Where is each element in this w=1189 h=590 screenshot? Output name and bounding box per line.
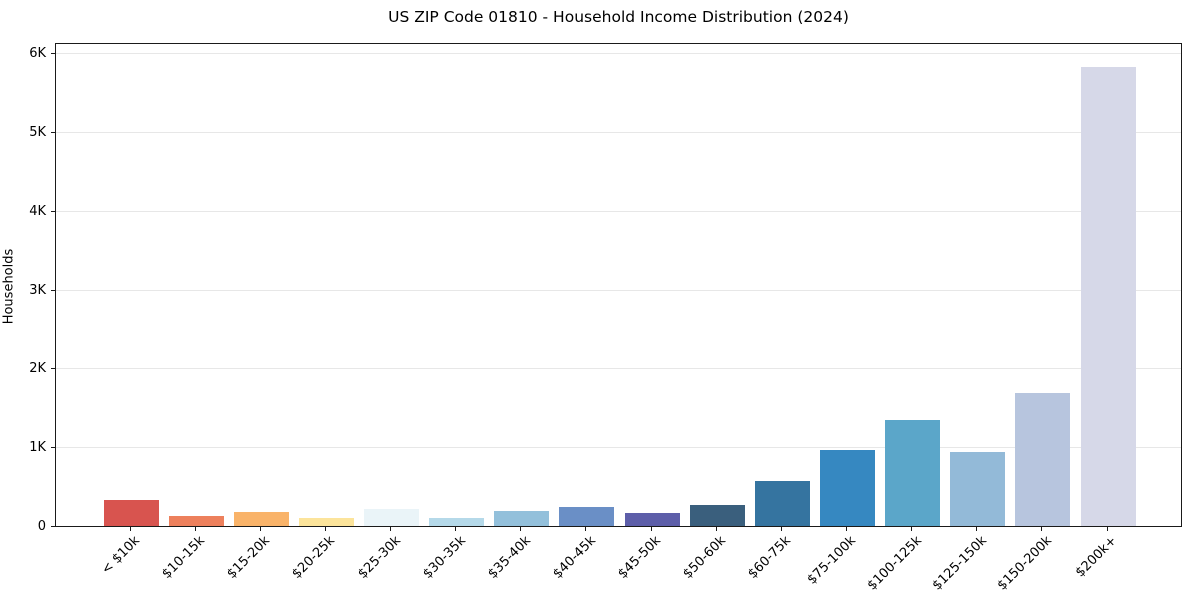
y-tick-mark (51, 447, 55, 449)
bar-1 (103, 499, 159, 526)
bar-11 (754, 481, 810, 526)
gridline (56, 368, 1181, 370)
gridline (56, 53, 1181, 55)
x-tick-mark (129, 527, 131, 531)
plot-area (55, 43, 1182, 527)
x-tick-mark (715, 527, 717, 531)
y-tick-mark (51, 289, 55, 291)
y-tick-label: 1K (29, 440, 46, 456)
y-tick-mark (51, 53, 55, 55)
y-tick-mark (51, 526, 55, 527)
bar-12 (819, 449, 875, 526)
x-tick-mark (976, 527, 978, 531)
y-tick-label: 6K (29, 46, 46, 62)
x-tick-mark (259, 527, 261, 531)
x-tick-mark (455, 527, 457, 531)
bar-5 (364, 508, 420, 526)
bar-8 (559, 507, 615, 526)
x-tick-mark (650, 527, 652, 531)
bar-13 (885, 420, 941, 526)
y-tick-label: 2K (29, 361, 46, 377)
y-tick-mark (51, 368, 55, 370)
bar-2 (168, 515, 224, 526)
y-tick-mark (51, 210, 55, 212)
x-tick-mark (1041, 527, 1043, 531)
gridline (56, 131, 1181, 133)
bar-16 (1080, 67, 1136, 526)
bar-10 (689, 505, 745, 526)
y-tick-label: 0 (37, 519, 46, 534)
x-tick-mark (520, 527, 522, 531)
x-tick-mark (911, 527, 913, 531)
bar-3 (233, 511, 289, 526)
gridline (56, 447, 1181, 449)
bar-6 (429, 518, 485, 526)
chart-title: US ZIP Code 01810 - Household Income Dis… (388, 8, 849, 26)
x-tick-mark (585, 527, 587, 531)
x-tick-mark (1106, 527, 1108, 531)
gridline (56, 210, 1181, 212)
x-tick-mark (194, 527, 196, 531)
y-tick-label: 5K (29, 124, 46, 140)
x-tick-mark (780, 527, 782, 531)
x-tick-mark (845, 527, 847, 531)
bar-9 (624, 513, 680, 526)
bar-14 (950, 452, 1006, 526)
y-tick-mark (51, 131, 55, 133)
x-tick-mark (390, 527, 392, 531)
y-tick-label: 3K (29, 282, 46, 298)
x-tick-label: < $10k (98, 533, 143, 578)
bar-4 (298, 517, 354, 526)
y-tick-label: 4K (29, 203, 46, 219)
bar-15 (1015, 392, 1071, 526)
gridline (56, 289, 1181, 291)
x-tick-mark (324, 527, 326, 531)
bar-7 (494, 511, 550, 526)
